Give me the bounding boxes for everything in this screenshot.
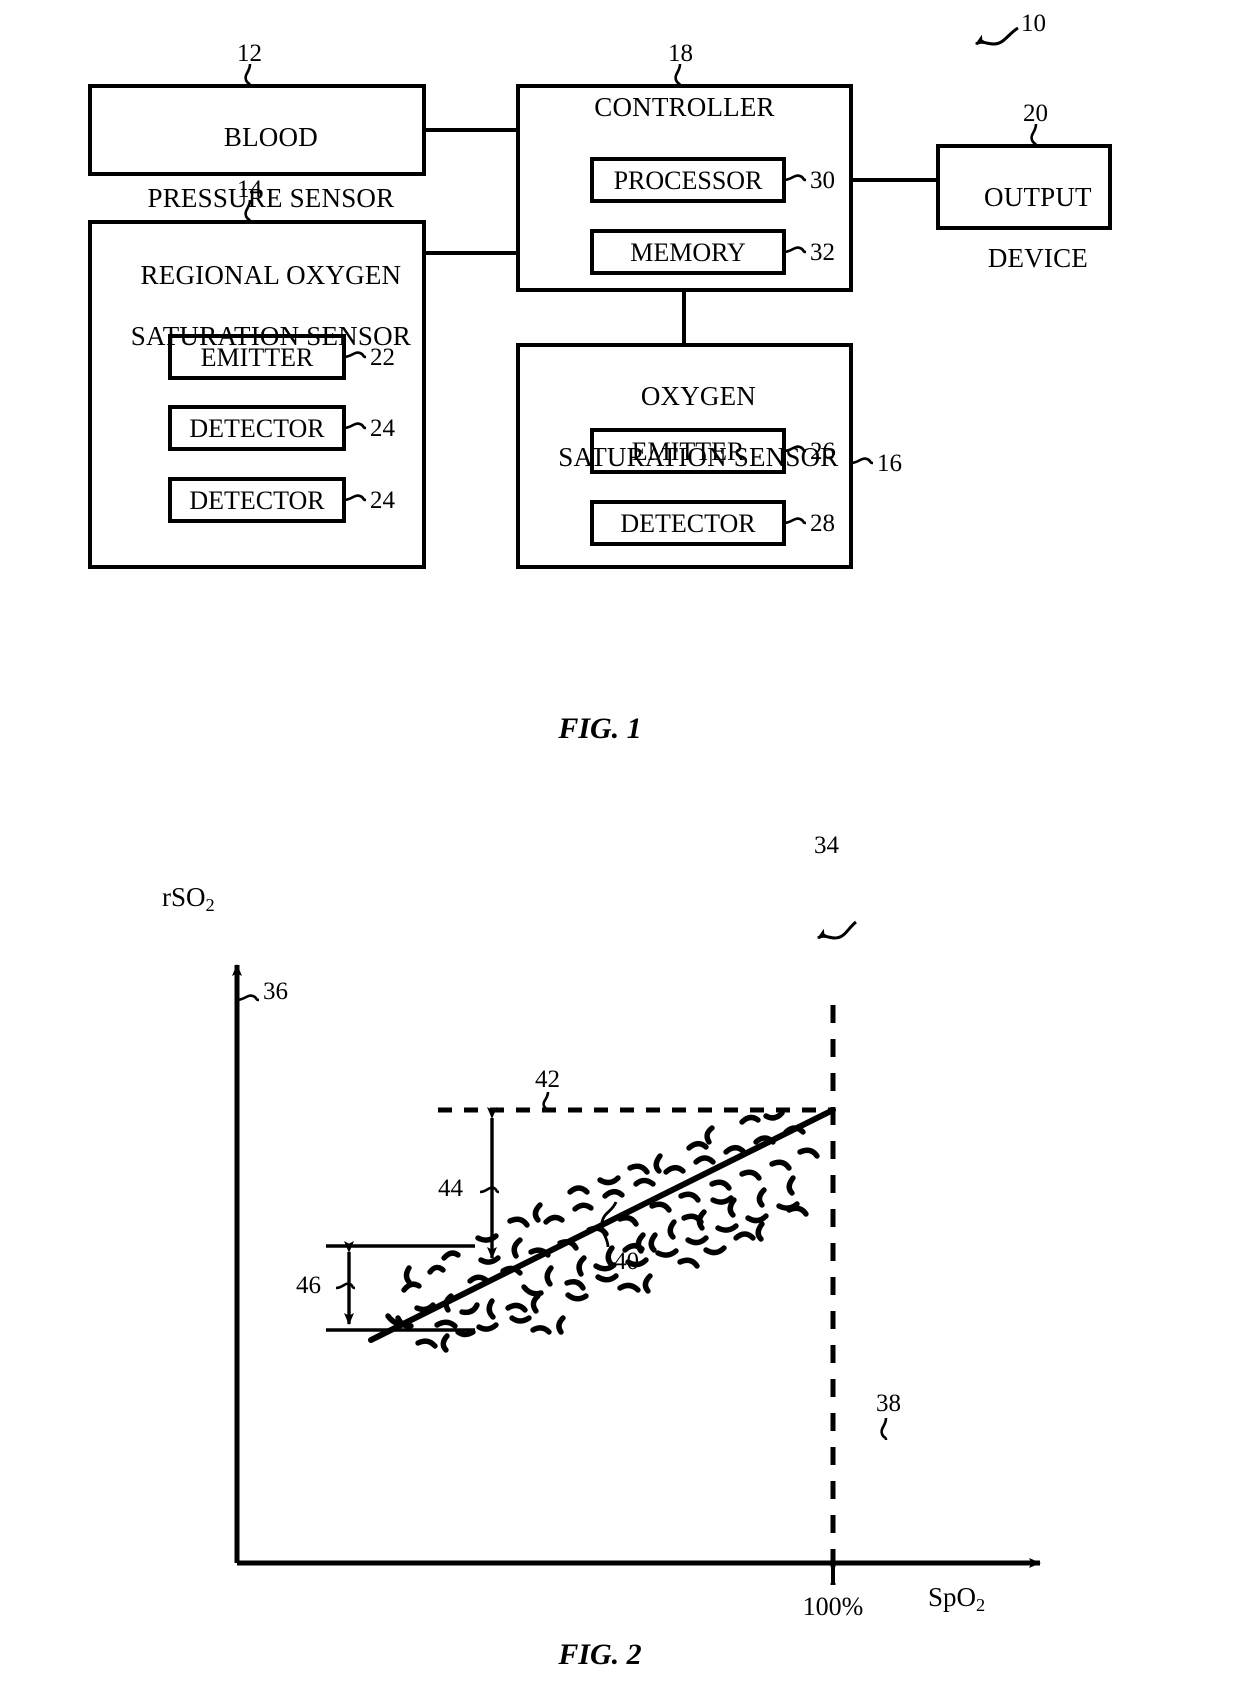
leader-42 <box>542 1091 550 1111</box>
rsos-line-1: REGIONAL OXYGEN <box>140 260 402 291</box>
ref-22: 22 <box>370 344 395 371</box>
fig1-caption: FIG. 1 <box>558 712 642 745</box>
fig1-group <box>88 26 1112 569</box>
block-processor <box>590 157 786 203</box>
spo2-line-1: OXYGEN <box>640 381 756 412</box>
x-axis-label-text: SpO <box>928 1582 977 1612</box>
block-label-output-device: OUTPUT DEVICE <box>938 152 1110 303</box>
fig2-group <box>232 920 1041 1585</box>
leader-16 <box>850 457 874 465</box>
leader-26 <box>783 445 807 453</box>
ref-34: 34 <box>814 832 839 859</box>
leader-28 <box>783 517 807 525</box>
block-label-spo2-emitter: EMITTER <box>631 437 745 466</box>
x-axis-label-sub: 2 <box>976 1595 986 1616</box>
leader-24-b <box>343 494 367 502</box>
y-axis-label: rSO2 <box>162 882 215 916</box>
fig2-caption: FIG. 2 <box>558 1638 642 1671</box>
ref-16: 16 <box>877 450 902 477</box>
leader-36 <box>236 994 260 1002</box>
leader-40 <box>600 1201 618 1248</box>
leader-46 <box>335 1282 356 1290</box>
block-label-memory: MEMORY <box>630 238 746 267</box>
leader-44 <box>479 1186 500 1194</box>
block-label-blood-pressure-sensor: BLOOD PRESSURE SENSOR <box>90 92 424 243</box>
ref-14: 14 <box>237 176 262 203</box>
ref-12: 12 <box>237 40 262 67</box>
ref-10: 10 <box>1021 10 1046 37</box>
leader-arrow-10 <box>975 26 1019 46</box>
leader-20 <box>1030 123 1038 147</box>
block-label-spo2-detector: DETECTOR <box>620 509 756 538</box>
block-label-controller: CONTROLLER <box>594 92 775 122</box>
leader-30 <box>783 174 807 182</box>
ref-44: 44 <box>438 1175 463 1202</box>
ref-20: 20 <box>1023 100 1048 127</box>
block-label-rsos-emitter: EMITTER <box>200 343 314 372</box>
ref-24-a: 24 <box>370 415 395 442</box>
ref-46: 46 <box>296 1272 321 1299</box>
bp-line-1: BLOOD <box>223 122 318 153</box>
ref-26: 26 <box>810 438 835 465</box>
ref-40: 40 <box>614 1248 639 1275</box>
ref-32: 32 <box>810 239 835 266</box>
block-spo2-detector <box>590 500 786 546</box>
out-line-2: DEVICE <box>987 242 1088 273</box>
y-axis-label-sub: 2 <box>205 895 215 916</box>
block-output-device <box>936 144 1112 230</box>
x-axis-label: SpO2 <box>928 1582 985 1616</box>
rsos-line-2: SATURATION SENSOR <box>130 320 411 351</box>
ref-30: 30 <box>810 167 835 194</box>
leader-arrow-34 <box>817 920 857 940</box>
x-tick-label-100: 100% <box>802 1592 864 1621</box>
leader-14 <box>244 199 252 223</box>
out-line-1: OUTPUT <box>984 182 1092 213</box>
leader-12 <box>244 63 252 87</box>
ref-42: 42 <box>535 1066 560 1093</box>
block-rsos-detector-1 <box>168 405 346 451</box>
leader-38 <box>880 1417 888 1441</box>
block-label-rsos-detector-1: DETECTOR <box>189 414 325 443</box>
ref-28: 28 <box>810 510 835 537</box>
ref-18: 18 <box>668 40 693 67</box>
y-axis-label-text: rSO <box>162 882 206 912</box>
spo2-line-2: SATURATION SENSOR <box>558 441 839 472</box>
block-label-regional-oxygen-saturation-sensor: REGIONAL OXYGEN SATURATION SENSOR <box>90 230 424 381</box>
leader-22 <box>343 351 367 359</box>
block-blood-pressure-sensor <box>88 84 426 176</box>
ref-36: 36 <box>263 978 288 1005</box>
ref-38: 38 <box>876 1390 901 1417</box>
block-label-oxygen-saturation-sensor: OXYGEN SATURATION SENSOR <box>518 351 851 502</box>
ref-24-b: 24 <box>370 487 395 514</box>
leader-18 <box>674 63 682 87</box>
block-label-rsos-detector-2: DETECTOR <box>189 486 325 515</box>
leader-32 <box>783 246 807 254</box>
bp-line-2: PRESSURE SENSOR <box>147 182 395 213</box>
block-label-processor: PROCESSOR <box>613 166 763 195</box>
leader-24-a <box>343 422 367 430</box>
scatter-cloud-40 <box>385 1110 820 1353</box>
